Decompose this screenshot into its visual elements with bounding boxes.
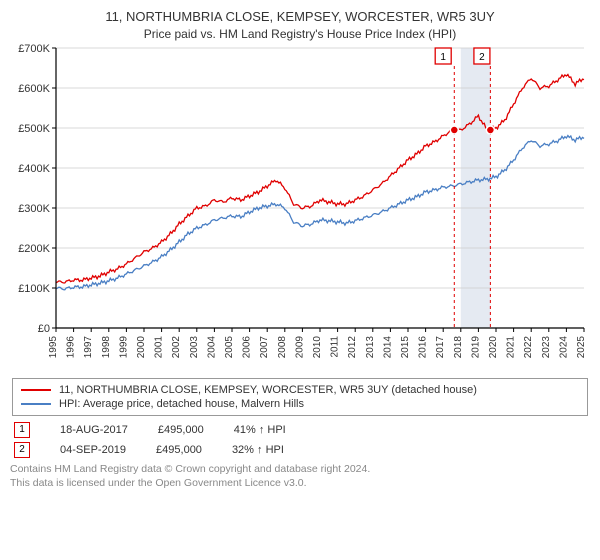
svg-text:2021: 2021 [506, 335, 517, 358]
svg-text:2024: 2024 [558, 335, 569, 358]
sale-delta: 32% ↑ HPI [232, 444, 284, 456]
svg-text:2018: 2018 [453, 335, 464, 358]
credits-line: Contains HM Land Registry data © Crown c… [10, 462, 590, 476]
svg-text:2008: 2008 [277, 335, 288, 358]
sale-date: 04-SEP-2019 [60, 444, 126, 456]
svg-text:£0: £0 [38, 323, 50, 335]
svg-text:2019: 2019 [470, 335, 481, 358]
sale-row: 2 04-SEP-2019 £495,000 32% ↑ HPI [14, 442, 590, 458]
svg-text:1: 1 [440, 52, 446, 63]
svg-text:1995: 1995 [48, 335, 59, 358]
legend-swatch-price-paid [21, 389, 51, 391]
sale-delta: 41% ↑ HPI [234, 424, 286, 436]
svg-text:£500K: £500K [18, 123, 50, 135]
sale-marker-icon: 1 [14, 422, 30, 438]
svg-text:1998: 1998 [101, 335, 112, 358]
svg-text:2015: 2015 [400, 335, 411, 358]
sale-marker-icon: 2 [14, 442, 30, 458]
sale-price: £495,000 [158, 424, 204, 436]
svg-text:2020: 2020 [488, 335, 499, 358]
svg-text:£600K: £600K [18, 83, 50, 95]
legend-label: 11, NORTHUMBRIA CLOSE, KEMPSEY, WORCESTE… [59, 384, 477, 396]
svg-text:2005: 2005 [224, 335, 235, 358]
legend-label: HPI: Average price, detached house, Malv… [59, 398, 304, 410]
svg-text:2012: 2012 [347, 335, 358, 358]
credits-line: This data is licensed under the Open Gov… [10, 476, 590, 490]
svg-text:£400K: £400K [18, 163, 50, 175]
legend-swatch-hpi [21, 403, 51, 405]
svg-text:£100K: £100K [18, 283, 50, 295]
svg-text:2003: 2003 [189, 335, 200, 358]
svg-text:1996: 1996 [66, 335, 77, 358]
legend-row: HPI: Average price, detached house, Malv… [21, 397, 579, 411]
legend-row: 11, NORTHUMBRIA CLOSE, KEMPSEY, WORCESTE… [21, 383, 579, 397]
page-subtitle: Price paid vs. HM Land Registry's House … [10, 26, 590, 42]
svg-text:£300K: £300K [18, 203, 50, 215]
svg-text:2013: 2013 [365, 335, 376, 358]
svg-text:2022: 2022 [523, 335, 534, 358]
svg-text:2004: 2004 [206, 335, 217, 358]
svg-text:2007: 2007 [259, 335, 270, 358]
svg-text:2: 2 [479, 52, 485, 63]
svg-text:2010: 2010 [312, 335, 323, 358]
svg-text:2025: 2025 [576, 335, 587, 358]
svg-text:2009: 2009 [294, 335, 305, 358]
svg-text:2000: 2000 [136, 335, 147, 358]
sale-row: 1 18-AUG-2017 £495,000 41% ↑ HPI [14, 422, 590, 438]
svg-text:2006: 2006 [242, 335, 253, 358]
svg-text:2001: 2001 [154, 335, 165, 358]
svg-text:1999: 1999 [118, 335, 129, 358]
svg-text:1997: 1997 [83, 335, 94, 358]
sale-price: £495,000 [156, 444, 202, 456]
svg-text:£700K: £700K [18, 43, 50, 55]
svg-text:2016: 2016 [418, 335, 429, 358]
page-title: 11, NORTHUMBRIA CLOSE, KEMPSEY, WORCESTE… [10, 8, 590, 26]
legend: 11, NORTHUMBRIA CLOSE, KEMPSEY, WORCESTE… [12, 378, 588, 416]
svg-text:2023: 2023 [541, 335, 552, 358]
svg-text:£200K: £200K [18, 243, 50, 255]
svg-text:2017: 2017 [435, 335, 446, 358]
sale-date: 18-AUG-2017 [60, 424, 128, 436]
svg-text:2002: 2002 [171, 335, 182, 358]
svg-text:2011: 2011 [330, 335, 341, 357]
price-chart: £0 £100K £200K £300K £400K £500K £600K £700K 1 2 1… [10, 42, 590, 372]
credits: Contains HM Land Registry data © Crown c… [10, 462, 590, 490]
svg-text:2014: 2014 [382, 335, 393, 358]
